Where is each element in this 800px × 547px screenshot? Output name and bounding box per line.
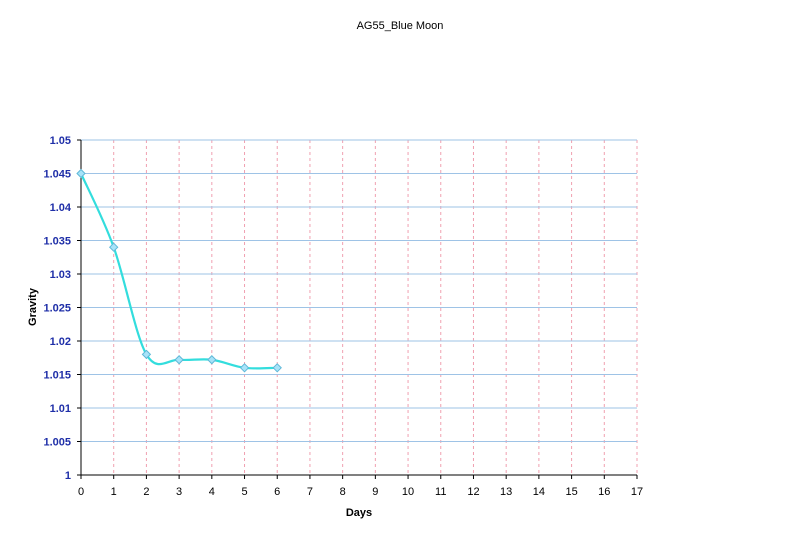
x-axis-ticks: 0 1 2 3 4 5 6 7 8 9 10 11 12 13 14 15 16 17 [78,475,643,498]
y-tick-label: 1.045 [43,169,71,181]
data-point-marker [141,349,152,360]
chart-title: AG55_Blue Moon [357,20,444,32]
y-tick-label: 1.04 [50,202,72,214]
y-tick-label: 1.03 [50,269,71,281]
y-tick-label: 1.005 [43,437,71,449]
x-tick-label: 13 [500,486,512,498]
x-tick-label: 11 [435,486,446,498]
x-tick-label: 2 [143,486,149,498]
x-tick-label: 17 [631,486,643,498]
y-tick-label: 1.01 [50,403,71,415]
y-axis-label: Gravity [27,287,39,326]
y-tick-label: 1.035 [43,236,71,248]
x-tick-label: 3 [176,486,182,498]
data-point-marker [174,355,184,365]
x-tick-label: 9 [372,486,378,498]
data-point-marker [239,363,250,373]
y-tick-label: 1.05 [50,135,71,147]
x-tick-label: 0 [78,486,84,498]
data-point-marker [76,168,86,179]
y-tick-label: 1.02 [50,336,71,348]
x-tick-label: 14 [533,486,545,498]
x-tick-label: 16 [598,486,610,498]
x-tick-label: 6 [274,486,280,498]
data-point-marker [207,355,217,365]
x-tick-label: 12 [467,486,479,498]
series-gravity [76,168,282,373]
y-tick-label: 1 [65,470,71,482]
data-point-marker [272,363,282,373]
x-tick-label: 4 [209,486,215,498]
y-tick-label: 1.015 [43,370,71,382]
x-tick-label: 5 [241,486,247,498]
x-tick-label: 1 [111,486,117,498]
plot-area: 1 1.005 1.01 1.015 1.02 1.025 1.03 1.035 1.04 1.0… [43,135,643,498]
horizontal-gridlines [81,139,637,442]
x-tick-label: 8 [340,486,346,498]
vertical-gridlines [113,140,638,475]
y-tick-label: 1.025 [43,303,71,315]
data-point-marker [108,242,119,252]
x-tick-label: 15 [565,486,577,498]
x-tick-label: 10 [402,486,414,498]
y-axis-ticks: 1 1.005 1.01 1.015 1.02 1.025 1.03 1.035 1.04 1.0… [43,135,81,482]
x-axis-label: Days [346,507,372,519]
x-tick-label: 7 [307,486,313,498]
